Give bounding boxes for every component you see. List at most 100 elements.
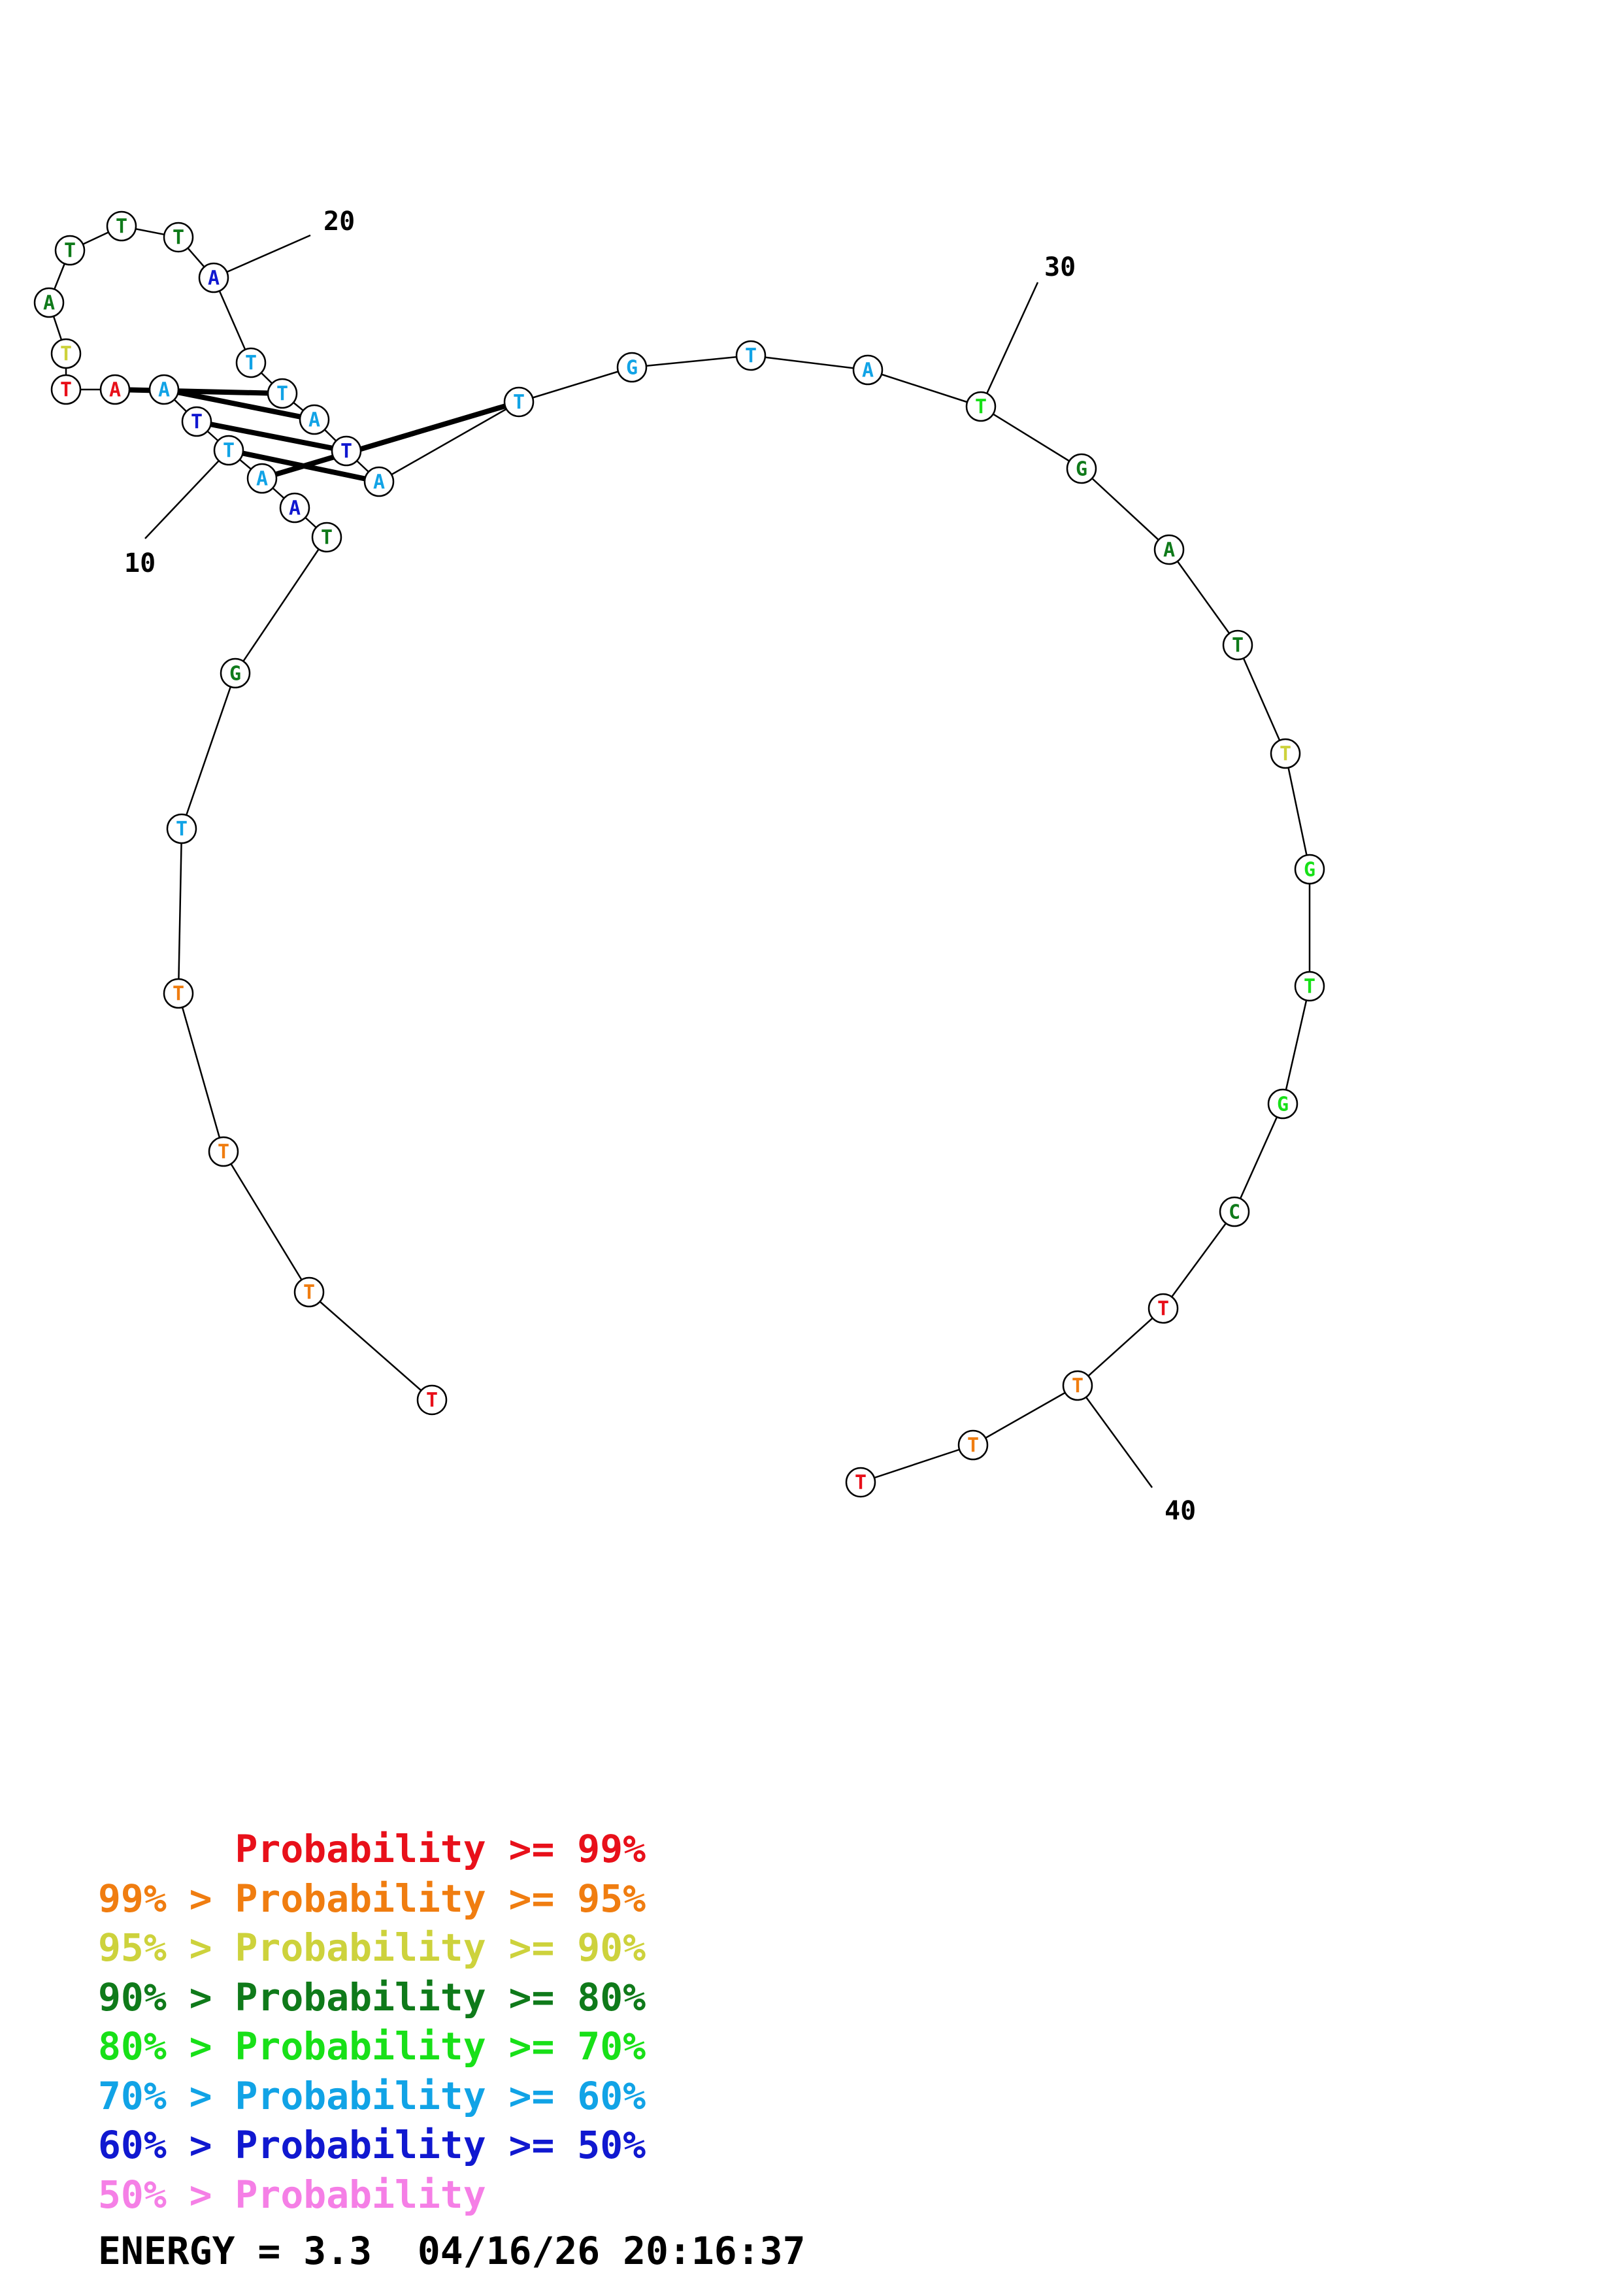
nucleotide: T bbox=[1148, 1293, 1179, 1324]
nucleotide: T bbox=[1062, 1370, 1093, 1401]
backbone-segment bbox=[180, 673, 237, 829]
backbone-segment bbox=[177, 993, 225, 1152]
nucleotide-circle bbox=[293, 1276, 325, 1308]
nucleotide-letter: T bbox=[60, 343, 72, 366]
nucleotide-circle bbox=[299, 404, 330, 435]
nucleotide: T bbox=[166, 813, 197, 844]
legend-entry: 99% > Probability >= 95% bbox=[98, 1876, 646, 1921]
nucleotide-circle bbox=[50, 374, 82, 405]
nucleotide-circle bbox=[965, 391, 997, 422]
nucleotide-letter: T bbox=[855, 1472, 867, 1495]
nucleotide-letter: T bbox=[745, 345, 757, 368]
nucleotide: T bbox=[213, 435, 244, 466]
nucleotide-circle bbox=[735, 340, 767, 371]
nucleotide-circle bbox=[220, 657, 251, 689]
nucleotide-circle bbox=[331, 435, 362, 467]
nucleotide-letter: T bbox=[176, 818, 188, 841]
nucleotide-letter: A bbox=[158, 379, 170, 402]
nucleotide-letter: T bbox=[173, 227, 184, 250]
nucleotide-circle bbox=[416, 1384, 448, 1416]
backbone-segment bbox=[1077, 1308, 1164, 1386]
label-leader-line bbox=[213, 234, 311, 279]
energy-footer: ENERGY = 3.3 04/16/26 20:16:37 bbox=[98, 2229, 806, 2273]
nucleotide-letter: T bbox=[1304, 976, 1315, 999]
backbone-segment bbox=[972, 1384, 1078, 1446]
backbone-segment bbox=[1281, 986, 1311, 1105]
nucleotide: T bbox=[50, 374, 82, 405]
nucleotide-circle bbox=[1153, 534, 1185, 565]
nucleotide-circle bbox=[616, 352, 648, 383]
nucleotide-letter: T bbox=[975, 396, 987, 419]
backbone-segment bbox=[177, 828, 183, 994]
nucleotide: A bbox=[33, 287, 65, 318]
nucleotide: T bbox=[208, 1136, 239, 1167]
nucleotide: T bbox=[845, 1467, 876, 1498]
legend-entry: 50% > Probability bbox=[98, 2172, 486, 2217]
nucleotide-circle bbox=[1294, 854, 1325, 885]
nucleotide: T bbox=[416, 1384, 448, 1416]
base-pair-bond bbox=[242, 450, 366, 482]
nucleotide: T bbox=[267, 378, 298, 409]
nucleotide: G bbox=[1066, 453, 1097, 484]
nucleotide: T bbox=[311, 522, 342, 553]
nucleotide-letter: C bbox=[1229, 1201, 1240, 1224]
nucleotide-circle bbox=[148, 374, 180, 405]
nucleotide-letter: T bbox=[340, 441, 352, 463]
nucleotide-circle bbox=[1294, 971, 1325, 1002]
nucleotide-circle bbox=[235, 347, 267, 378]
base-pair-bond bbox=[177, 390, 301, 420]
nucleotide: A bbox=[363, 466, 395, 497]
nucleotide-letter: T bbox=[513, 391, 525, 414]
nucleotide: T bbox=[54, 235, 86, 266]
nucleotide-letter: T bbox=[321, 527, 333, 550]
nucleotide-letter: T bbox=[218, 1141, 229, 1164]
nucleotide: A bbox=[299, 404, 330, 435]
backbone-segment bbox=[212, 277, 252, 363]
nucleotide-letter: G bbox=[1304, 859, 1315, 882]
backbone-segment bbox=[1168, 549, 1239, 646]
nucleotide: T bbox=[293, 1276, 325, 1308]
nucleotide: T bbox=[106, 210, 137, 242]
nucleotide: T bbox=[50, 338, 82, 369]
nucleotide-circle bbox=[213, 435, 244, 466]
nucleotide-circle bbox=[246, 463, 278, 494]
nucleotide-letter: A bbox=[373, 471, 385, 494]
nucleotide: C bbox=[1219, 1196, 1250, 1227]
legend-entry: 80% > Probability >= 70% bbox=[98, 2024, 646, 2069]
nucleotide-circle bbox=[279, 492, 310, 524]
position-label: 10 bbox=[124, 548, 156, 578]
nucleotide: A bbox=[852, 354, 884, 386]
nucleotide: G bbox=[1294, 854, 1325, 885]
nucleotide-circle bbox=[33, 287, 65, 318]
backbone-segment bbox=[308, 1291, 433, 1401]
nucleotide-letter: T bbox=[1072, 1375, 1083, 1398]
position-label: 30 bbox=[1044, 252, 1076, 282]
nucleotide-circle bbox=[208, 1136, 239, 1167]
nucleotide-circle bbox=[163, 222, 194, 253]
nucleotide-letter: T bbox=[223, 440, 235, 463]
nucleotide-letter: G bbox=[1076, 458, 1087, 481]
nucleotide-circle bbox=[1219, 1196, 1250, 1227]
label-leader-line bbox=[1076, 1385, 1153, 1488]
nucleotide-letter: T bbox=[426, 1389, 438, 1412]
backbone-segment bbox=[631, 354, 752, 369]
base-pair-bond bbox=[210, 422, 333, 451]
nucleotide-letter: T bbox=[1157, 1298, 1169, 1321]
nucleotide: T bbox=[163, 978, 194, 1009]
nucleotide: A bbox=[198, 262, 229, 293]
nucleotide-circle bbox=[957, 1429, 989, 1461]
nucleotide-circle bbox=[852, 354, 884, 386]
backbone-segment bbox=[867, 369, 982, 408]
nucleotide-letter: T bbox=[191, 411, 203, 434]
backbone-segment bbox=[378, 401, 520, 483]
nucleotide-circle bbox=[267, 378, 298, 409]
nucleotide-circle bbox=[106, 210, 137, 242]
nucleotide-letter: A bbox=[109, 379, 121, 402]
nucleotide-letter: A bbox=[289, 497, 301, 520]
nucleotide-circle bbox=[54, 235, 86, 266]
nucleotide-letter: G bbox=[1277, 1093, 1289, 1116]
backbone-segment bbox=[860, 1444, 974, 1484]
nucleotide-letter: T bbox=[60, 379, 72, 402]
